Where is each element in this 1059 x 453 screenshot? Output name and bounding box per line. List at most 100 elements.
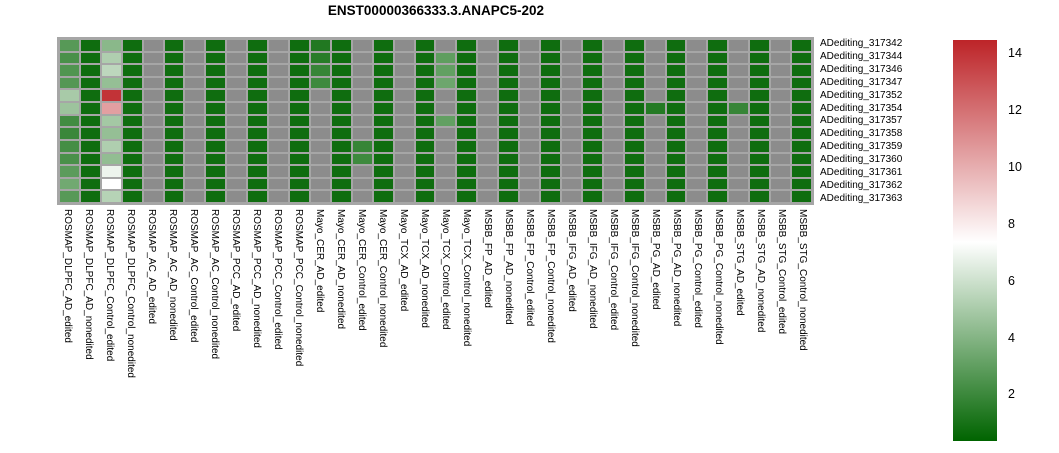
column-label: ROSMAP_DLPFC_Control_edited [103, 209, 115, 362]
heatmap-cell [666, 153, 686, 165]
heatmap-cell [60, 140, 79, 152]
heatmap-cell [80, 90, 100, 102]
heatmap-cell [792, 103, 811, 114]
heatmap-cell [666, 40, 686, 51]
heatmap-cell [185, 90, 205, 102]
heatmap-cell [624, 140, 644, 152]
heatmap-cell [206, 77, 226, 89]
heatmap-cell [708, 128, 728, 139]
heatmap-cell [164, 52, 184, 64]
heatmap-cell [792, 90, 811, 102]
heatmap-cell [290, 40, 309, 51]
heatmap-cell [436, 40, 456, 51]
colorbar-tick-label: 4 [1008, 330, 1015, 345]
heatmap-cell [708, 77, 728, 89]
heatmap-cell [478, 40, 498, 51]
heatmap-cell [227, 140, 247, 152]
heatmap-cell [603, 40, 623, 51]
heatmap-cell [352, 166, 372, 177]
heatmap-cell [582, 65, 602, 76]
heatmap-cell [729, 77, 749, 89]
heatmap-cell [603, 153, 623, 165]
heatmap-cell [729, 191, 749, 202]
heatmap-cell [708, 178, 728, 190]
heatmap-cell [310, 40, 330, 51]
heatmap-cell [729, 128, 749, 139]
heatmap-cell [352, 65, 372, 76]
heatmap-cell [122, 115, 142, 127]
heatmap-cell [80, 115, 100, 127]
heatmap-cell [164, 115, 184, 127]
heatmap-cell [290, 166, 309, 177]
heatmap-cell [561, 178, 581, 190]
heatmap-cell [60, 77, 79, 89]
heatmap-cell [101, 52, 121, 64]
heatmap-cell [310, 77, 330, 89]
heatmap-cell [624, 191, 644, 202]
heatmap-cell [373, 77, 393, 89]
heatmap-cell [603, 77, 623, 89]
heatmap-cell [541, 103, 560, 114]
heatmap-cell [331, 52, 351, 64]
heatmap-cell [666, 77, 686, 89]
heatmap-cell [499, 166, 519, 177]
heatmap-cell [436, 115, 456, 127]
heatmap-cell [248, 128, 268, 139]
heatmap-cell [206, 191, 226, 202]
heatmap-cell [520, 65, 540, 76]
heatmap-cell [60, 166, 79, 177]
heatmap-cell [729, 115, 749, 127]
heatmap-cell [143, 153, 163, 165]
heatmap-cell [331, 191, 351, 202]
heatmap-cell [269, 166, 289, 177]
heatmap-cell [436, 140, 456, 152]
heatmap-cell [499, 52, 519, 64]
heatmap-cell [80, 178, 100, 190]
heatmap-cell [520, 52, 540, 64]
heatmap-cell [269, 90, 289, 102]
heatmap-cell [603, 140, 623, 152]
heatmap-cell [603, 128, 623, 139]
heatmap-cell [792, 52, 811, 64]
column-label: ROSMAP_PCC_Control_nonedited [292, 209, 304, 367]
heatmap-cell [582, 191, 602, 202]
heatmap-cell [143, 90, 163, 102]
heatmap-cell [582, 90, 602, 102]
heatmap-cell [185, 77, 205, 89]
heatmap-cell [541, 40, 560, 51]
heatmap-cell [603, 52, 623, 64]
heatmap-cell [436, 178, 456, 190]
heatmap-cell [561, 191, 581, 202]
heatmap-cell [645, 40, 665, 51]
heatmap-cell [478, 166, 498, 177]
heatmap-cell [666, 128, 686, 139]
heatmap-cell [750, 40, 770, 51]
heatmap-cell [729, 40, 749, 51]
heatmap-cell [143, 166, 163, 177]
heatmap-cell [645, 90, 665, 102]
row-label: ADediting_317357 [820, 115, 903, 127]
heatmap-cell [206, 178, 226, 190]
heatmap-cell [687, 103, 707, 114]
heatmap-cell [478, 178, 498, 190]
row-label: ADediting_317347 [820, 76, 903, 88]
heatmap-cell [331, 140, 351, 152]
heatmap-cell [499, 65, 519, 76]
heatmap-cell [331, 115, 351, 127]
heatmap-cell [541, 191, 560, 202]
heatmap-cell [792, 178, 811, 190]
heatmap-cell [331, 40, 351, 51]
heatmap-cell [708, 191, 728, 202]
row-label: ADediting_317361 [820, 167, 903, 179]
column-label: MSBB_STG_AD_nonedited [755, 209, 767, 333]
heatmap-cell [373, 90, 393, 102]
heatmap-cell [520, 140, 540, 152]
column-label: MSBB_FP_AD_edited [482, 209, 494, 308]
heatmap-cell [582, 103, 602, 114]
heatmap-cell [582, 77, 602, 89]
heatmap-cell [373, 103, 393, 114]
heatmap-cell [708, 52, 728, 64]
column-label: MSBB_IFG_Control_nonedited [629, 209, 641, 347]
heatmap-cell [750, 65, 770, 76]
colorbar-ticks: 14 12 10 8 6 4 2 [1008, 0, 1053, 453]
